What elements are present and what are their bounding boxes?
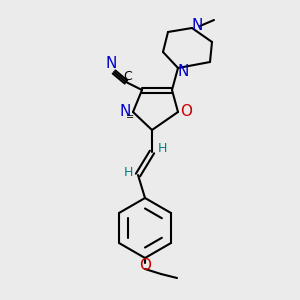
Text: =: = [126,112,134,122]
Text: N: N [105,56,117,71]
Text: H: H [123,166,133,178]
Text: O: O [180,104,192,119]
Text: N: N [177,64,189,79]
Text: N: N [191,17,203,32]
Text: H: H [157,142,167,155]
Text: C: C [124,70,132,83]
Text: N: N [119,104,131,119]
Text: O: O [139,259,151,274]
